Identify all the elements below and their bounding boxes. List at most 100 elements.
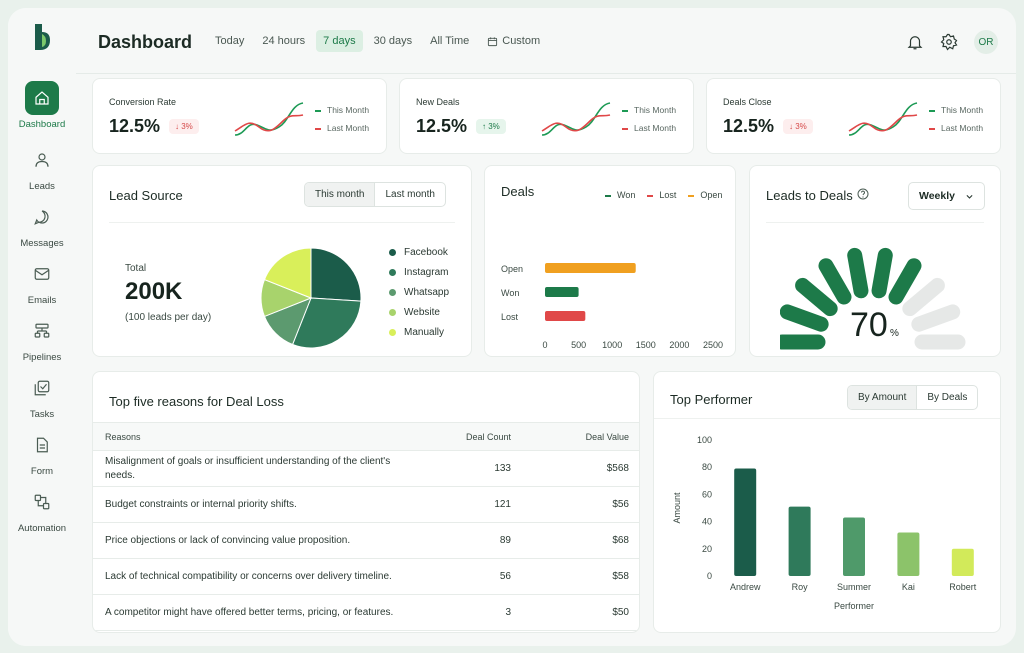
- sidebar-item-automation[interactable]: Automation: [8, 485, 76, 534]
- home-icon: [25, 81, 59, 115]
- filter-custom[interactable]: Custom: [480, 30, 547, 52]
- chevron-down-icon: [966, 194, 973, 199]
- filter-7-days[interactable]: 7 days: [316, 30, 363, 52]
- lead-source-pie-chart: [260, 247, 362, 349]
- total-note: (100 leads per day): [125, 312, 212, 323]
- legend-label: Open: [700, 190, 723, 200]
- reason-cell: Budget constraints or internal priority …: [93, 486, 423, 523]
- lead-source-card: Lead Source This month Last month Total …: [92, 165, 472, 357]
- table-row[interactable]: Budget constraints or internal priority …: [93, 486, 639, 523]
- sidebar-label: Form: [30, 466, 54, 477]
- filter-all-time[interactable]: All Time: [430, 35, 470, 47]
- sidebar-item-dashboard[interactable]: Dashboard: [8, 81, 76, 130]
- perf-bar-roy: [788, 506, 811, 576]
- legend-this-month: This Month: [941, 105, 984, 115]
- pie-slice-instagram: [291, 297, 362, 349]
- filter-24-hours[interactable]: 24 hours: [262, 35, 306, 47]
- sidebar-label: Pipelines: [22, 352, 62, 363]
- legend-item-lost: Lost: [647, 190, 676, 200]
- user-icon: [25, 143, 59, 177]
- filter-today[interactable]: Today: [215, 35, 245, 47]
- perf-y-tick: 40: [702, 517, 712, 527]
- perf-x-tick: Robert: [949, 582, 977, 592]
- value-cell: $50: [523, 594, 639, 631]
- top-performer-toggle: By Amount By Deals: [847, 385, 979, 410]
- filter-30-days[interactable]: 30 days: [373, 35, 413, 47]
- sidebar-item-form[interactable]: Form: [8, 428, 76, 477]
- legend-item-manually: Manually: [389, 322, 449, 342]
- gauge-segment: [780, 304, 829, 332]
- legend-label: Facebook: [404, 246, 448, 258]
- sidebar-item-pipelines[interactable]: Pipelines: [8, 314, 76, 363]
- deals-bar-open: [545, 263, 636, 273]
- lead-source-legend: Facebook Instagram Whatsapp Website Manu…: [389, 242, 449, 342]
- perf-x-tick: Kai: [902, 582, 915, 592]
- legend-dot: [389, 328, 396, 336]
- pie-slice-facebook: [310, 247, 362, 302]
- help-icon[interactable]: [857, 188, 869, 200]
- gauge-segment: [888, 258, 922, 305]
- count-cell: 133: [423, 450, 523, 487]
- table-row[interactable]: Misalignment of goals or insufficient un…: [93, 450, 639, 487]
- deals-x-tick: 2000: [669, 340, 689, 350]
- deals-x-tick: 500: [571, 340, 586, 350]
- divider: [766, 222, 984, 223]
- tab-by-amount[interactable]: By Amount: [848, 386, 918, 409]
- tab-last-month[interactable]: Last month: [385, 189, 435, 200]
- sidebar-label: Automation: [17, 523, 67, 534]
- legend-dot: [389, 288, 396, 296]
- lead-source-period-toggle: This month Last month: [304, 182, 446, 207]
- perf-x-tick: Summer: [837, 582, 871, 592]
- brand-logo: [35, 24, 50, 50]
- avatar[interactable]: OR: [974, 30, 998, 54]
- table-row[interactable]: A competitor might have offered better t…: [93, 594, 639, 631]
- perf-y-tick: 100: [697, 435, 712, 445]
- kpi-card-conversion-rate: Conversion Rate 12.5% ↓ 3% This Month La…: [92, 78, 387, 154]
- value-cell: $68: [523, 522, 639, 559]
- kpi-legend: This Month Last Month: [315, 101, 369, 137]
- legend-label: Instagram: [404, 266, 449, 278]
- deals-category-label: Lost: [501, 312, 519, 322]
- sidebar-item-leads[interactable]: Leads: [8, 143, 76, 192]
- tab-by-deals[interactable]: By Deals: [927, 392, 968, 403]
- legend-label: Whatsapp: [404, 286, 450, 298]
- top-performer-bar-chart: 0 20 40 60 80 100 Andrew Roy Summer Kai Robert Perf…: [672, 435, 977, 611]
- leads-to-deals-gauge: [780, 247, 966, 350]
- sidebar-label: Tasks: [29, 409, 55, 420]
- deal-loss-title: Top five reasons for Deal Loss: [109, 394, 284, 409]
- legend-label: Won: [617, 190, 636, 200]
- value-cell: $58: [523, 558, 639, 595]
- reason-cell: Misalignment of goals or insufficient un…: [93, 450, 423, 487]
- sidebar: Dashboard Leads Messages Emails Pipeline…: [8, 8, 76, 646]
- legend-last-month: Last Month: [941, 123, 984, 133]
- table-row[interactable]: Price objections or lack of convincing v…: [93, 522, 639, 559]
- deals-category-label: Won: [501, 288, 519, 298]
- top-actions: OR: [906, 30, 998, 54]
- perf-y-axis-label: Amount: [672, 492, 682, 524]
- deals-bar-chart: Open Won Lost 0 500 1000 1500 2000 2500: [501, 263, 723, 350]
- legend-item-website: Website: [389, 302, 449, 322]
- legend-label: Manually: [404, 326, 445, 338]
- leads-to-deals-title: Leads to Deals: [766, 188, 853, 203]
- bell-icon[interactable]: [906, 33, 924, 51]
- pipeline-icon: [25, 314, 59, 348]
- perf-x-tick: Andrew: [730, 582, 761, 592]
- gear-icon[interactable]: [940, 33, 958, 51]
- gauge-segment: [818, 258, 852, 305]
- deal-loss-table: Reasons Deal Count Deal Value Misalignme…: [93, 422, 639, 631]
- tab-this-month[interactable]: This month: [305, 183, 376, 206]
- leads-to-deals-card: Leads to Deals Weekly 70 %: [749, 165, 1001, 357]
- sidebar-item-messages[interactable]: Messages: [8, 200, 76, 249]
- legend-label: Lost: [659, 190, 677, 200]
- count-cell: 56: [423, 558, 523, 595]
- sidebar-item-emails[interactable]: Emails: [8, 257, 76, 306]
- deals-bar-lost: [545, 311, 586, 321]
- gauge-unit: %: [890, 328, 899, 339]
- table-row[interactable]: Lack of technical compatibility or conce…: [93, 558, 639, 595]
- deals-bar-won: [545, 287, 579, 297]
- gauge-value: 70: [850, 306, 888, 344]
- period-dropdown[interactable]: Weekly: [908, 182, 985, 210]
- sidebar-item-tasks[interactable]: Tasks: [8, 371, 76, 420]
- legend-item-whatsapp: Whatsapp: [389, 282, 449, 302]
- reason-cell: Lack of technical compatibility or conce…: [93, 558, 423, 595]
